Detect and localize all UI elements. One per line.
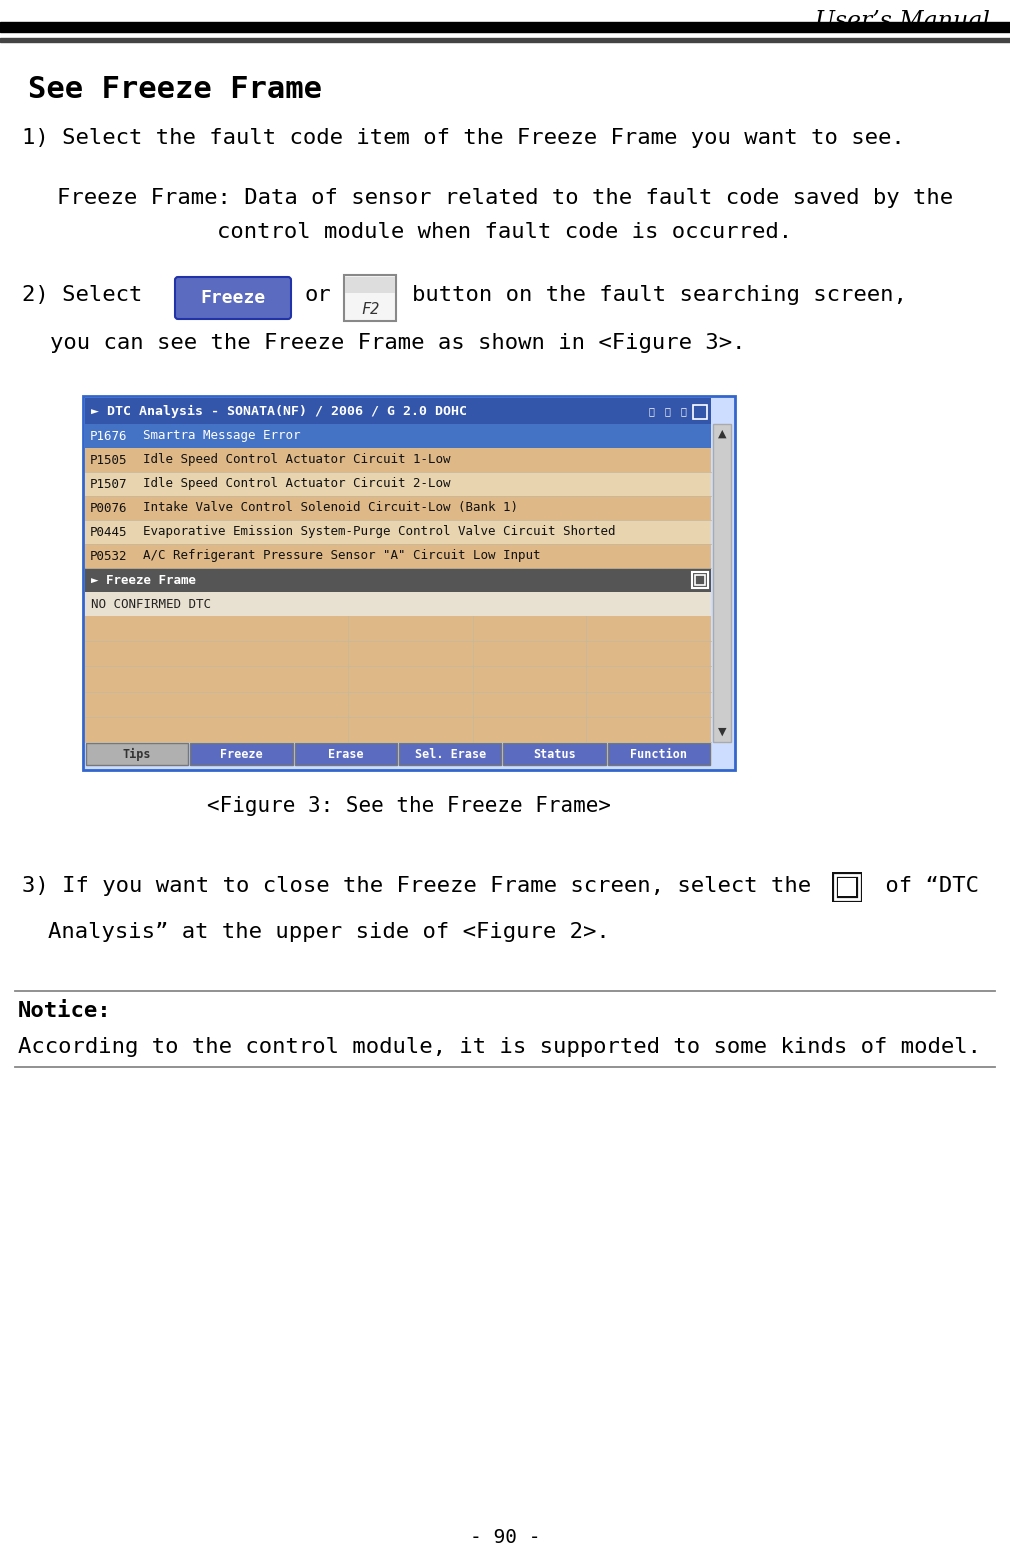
Bar [85,397,711,424]
Text: Freeze Frame: Data of sensor related to the fault code saved by the: Freeze Frame: Data of sensor related to … [57,189,953,209]
Text: ▲: ▲ [718,428,726,439]
Bar [85,448,711,472]
Text: Freeze: Freeze [200,289,266,308]
Text: ► Freeze Frame: ► Freeze Frame [91,574,196,586]
Text: Sel. Erase: Sel. Erase [414,748,486,761]
Text: Erase: Erase [328,748,364,761]
FancyBboxPatch shape [175,277,291,318]
Text: button on the fault searching screen,: button on the fault searching screen, [412,284,907,305]
Text: Tips: Tips [123,747,152,761]
Text: ⚿: ⚿ [664,407,670,416]
Bar [83,396,735,770]
Text: P1507: P1507 [90,478,127,490]
Bar [85,472,711,496]
Text: 1) Select the fault code item of the Freeze Frame you want to see.: 1) Select the fault code item of the Fre… [22,128,905,148]
Bar [832,872,862,901]
Bar [693,405,707,419]
Bar [399,744,501,765]
Text: ► DTC Analysis - SONATA(NF) / 2006 / G 2.0 DOHC: ► DTC Analysis - SONATA(NF) / 2006 / G 2… [91,405,467,417]
Text: 3) If you want to close the Freeze Frame screen, select the: 3) If you want to close the Freeze Frame… [22,877,811,897]
Bar [85,496,711,519]
Text: P0445: P0445 [90,526,127,538]
Text: See Freeze Frame: See Freeze Frame [28,76,322,104]
Text: According to the control module, it is supported to some kinds of model.: According to the control module, it is s… [18,1037,981,1057]
Bar [713,424,731,742]
Text: Analysis” at the upper side of <Figure 2>.: Analysis” at the upper side of <Figure 2… [48,921,610,942]
Text: Smartra Message Error: Smartra Message Error [143,430,301,442]
Text: - 90 -: - 90 - [470,1527,540,1546]
Text: Freeze: Freeze [220,748,263,761]
Text: Intake Valve Control Solenoid Circuit-Low (Bank 1): Intake Valve Control Solenoid Circuit-Lo… [143,501,518,515]
Bar [295,744,397,765]
Text: P0532: P0532 [90,549,127,563]
Bar [695,575,705,584]
Bar [85,424,711,448]
Bar [85,519,711,544]
Bar [85,544,711,567]
Bar [85,567,711,592]
Text: Status: Status [533,748,576,761]
Text: <Figure 3: See the Freeze Frame>: <Figure 3: See the Freeze Frame> [207,796,611,816]
Text: 2) Select: 2) Select [22,284,142,305]
Text: P1676: P1676 [90,430,127,442]
Text: NO CONFIRMED DTC: NO CONFIRMED DTC [91,597,211,611]
Bar [345,277,395,294]
Text: ▼: ▼ [718,727,726,737]
Bar [85,615,711,742]
Bar [0,22,1010,32]
Text: of “DTC: of “DTC [872,877,979,897]
Text: ⚿: ⚿ [680,407,686,416]
Text: you can see the Freeze Frame as shown in <Figure 3>.: you can see the Freeze Frame as shown in… [50,332,745,352]
Text: ⚿: ⚿ [648,407,653,416]
Bar [85,592,711,615]
Text: P1505: P1505 [90,453,127,467]
Text: User’s Manual: User’s Manual [815,9,990,32]
Bar [190,744,293,765]
Text: P0076: P0076 [90,501,127,515]
Bar [86,744,188,765]
Text: or: or [304,284,330,305]
Text: Idle Speed Control Actuator Circuit 1-Low: Idle Speed Control Actuator Circuit 1-Lo… [143,453,450,467]
Bar [503,744,606,765]
Bar [692,572,708,587]
Bar [838,878,856,897]
Text: Evaporative Emission System-Purge Control Valve Circuit Shorted: Evaporative Emission System-Purge Contro… [143,526,615,538]
Bar [608,744,710,765]
Text: Idle Speed Control Actuator Circuit 2-Low: Idle Speed Control Actuator Circuit 2-Lo… [143,478,450,490]
Text: control module when fault code is occurred.: control module when fault code is occurr… [217,223,793,243]
Bar [344,275,396,322]
Text: F2: F2 [361,301,379,317]
Text: Notice:: Notice: [18,1000,112,1020]
Text: Function: Function [630,748,688,761]
Text: A/C Refrigerant Pressure Sensor "A" Circuit Low Input: A/C Refrigerant Pressure Sensor "A" Circ… [143,549,540,563]
Bar [835,875,858,900]
Bar [0,39,1010,42]
